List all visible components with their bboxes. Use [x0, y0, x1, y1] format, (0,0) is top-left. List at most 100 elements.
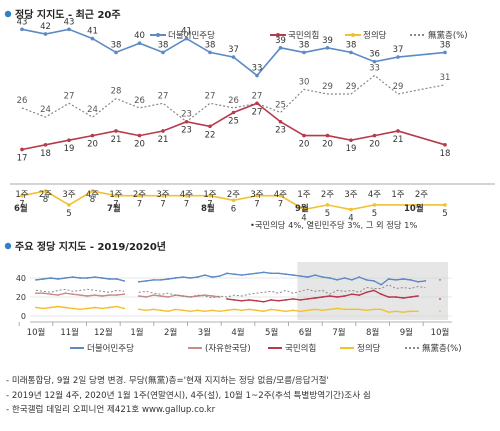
data-point: [20, 193, 24, 198]
data-point: [325, 203, 330, 207]
data-point: [443, 50, 447, 55]
data-label: 29: [322, 82, 333, 92]
data-label: 37: [228, 45, 239, 55]
data-point: [196, 309, 199, 312]
data-point: [64, 292, 67, 295]
data-point: [248, 298, 250, 301]
yearly-support-chart: 주요 정당 지지도 - 2019/2020년 0 20 40 10월 11월 12월 1월 2월…: [4, 240, 462, 354]
data-point: [299, 298, 302, 301]
data-point: [184, 119, 189, 124]
x-tick-label: 2주: [227, 190, 240, 200]
data-label: 4: [301, 214, 306, 224]
title-bullet-icon: [4, 242, 12, 250]
data-point: [211, 295, 214, 297]
data-point: [43, 143, 48, 147]
data-point: [292, 309, 294, 312]
data-point: [365, 309, 368, 312]
data-point: [49, 293, 52, 296]
data-point: [167, 310, 170, 313]
data-label: 27: [64, 91, 75, 101]
data-point: [302, 50, 306, 55]
x-tick-label: 4주: [86, 190, 99, 200]
data-point: [396, 129, 400, 133]
x-tick-label: 1주: [109, 190, 122, 200]
data-label: 7: [19, 200, 24, 210]
data-point: [262, 271, 265, 274]
x-month-label: 8월: [366, 327, 379, 338]
data-point: [417, 310, 419, 313]
data-point: [189, 277, 192, 279]
x-tick-label: 3주: [62, 190, 75, 200]
data-point: [284, 310, 287, 313]
data-point: [114, 129, 118, 133]
data-point: [402, 297, 405, 299]
data-point: [240, 309, 243, 312]
data-point: [204, 274, 206, 277]
data-point: [79, 294, 81, 296]
data-point: [123, 293, 126, 296]
data-point: [137, 193, 142, 198]
data-point: [93, 294, 96, 296]
x-month-label: 4월: [231, 327, 244, 338]
x-tick-label: 3주: [344, 190, 357, 200]
data-point: [402, 311, 405, 314]
x-month-label: 5월: [265, 327, 278, 338]
x-month-label: 9월: [400, 327, 413, 338]
data-label: 7: [184, 200, 189, 210]
data-point: [20, 27, 24, 32]
data-point: [372, 59, 377, 64]
data-point: [325, 133, 330, 138]
data-point: [343, 295, 346, 297]
data-point: [115, 305, 118, 308]
data-point: [231, 198, 236, 203]
data-point: [343, 308, 346, 311]
legend-label: 無黨층(%): [422, 343, 462, 354]
data-point: [137, 133, 142, 138]
x-month-label: 6월: [14, 203, 28, 214]
title-bullet-icon: [4, 10, 12, 18]
data-label: 26: [134, 96, 145, 106]
data-label: 19: [64, 144, 75, 154]
x-month-label: 9월: [295, 203, 309, 214]
data-point: [123, 307, 126, 310]
data-point: [159, 279, 162, 281]
data-label: 21: [158, 135, 169, 145]
data-point: [231, 110, 236, 115]
data-label: 27: [158, 91, 169, 101]
data-label: 5: [442, 209, 447, 219]
data-point: [108, 294, 111, 296]
data-point: [86, 277, 89, 279]
data-point: [71, 307, 74, 310]
data-point: [409, 296, 412, 298]
data-label: 41: [181, 27, 192, 37]
x-tick-label: 2주: [133, 190, 146, 200]
data-label: 36: [369, 50, 380, 60]
data-point: [57, 294, 59, 296]
data-point: [255, 272, 258, 275]
data-point: [67, 27, 71, 32]
data-point: [218, 310, 221, 313]
data-point: [350, 308, 353, 311]
data-point: [159, 309, 162, 312]
y-tick-label: 20: [16, 293, 26, 302]
data-point: [255, 101, 259, 106]
data-point: [277, 299, 280, 302]
data-point: [64, 306, 67, 309]
data-label: 7: [254, 200, 259, 210]
data-point: [49, 306, 52, 309]
data-label: 24: [87, 105, 98, 115]
data-point: [93, 306, 96, 309]
data-label: 20: [322, 140, 333, 150]
x-month-label: 10월: [404, 203, 424, 214]
data-point: [336, 307, 339, 310]
data-point: [145, 279, 148, 282]
data-point: [196, 295, 199, 297]
x-month-label: 7월: [107, 203, 121, 214]
data-point: [277, 272, 280, 275]
legend-label: 국민의힘: [288, 30, 319, 41]
data-point: [380, 283, 383, 286]
data-point: [248, 273, 250, 276]
y-tick-label: 40: [16, 274, 26, 283]
data-point: [184, 36, 189, 41]
data-point: [328, 295, 331, 297]
